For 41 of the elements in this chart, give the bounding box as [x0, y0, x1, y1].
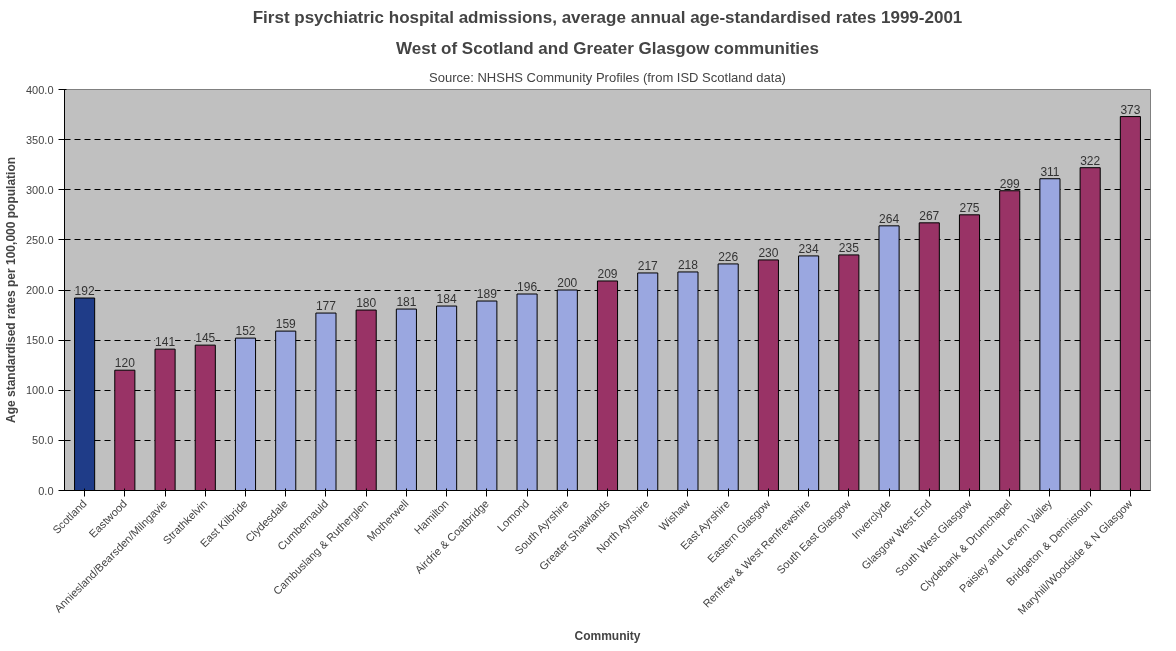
data-label: 226	[718, 249, 739, 264]
data-label: 275	[959, 200, 980, 215]
y-tick-label: 250.0	[25, 233, 54, 246]
y-tick-label: 50.0	[32, 434, 54, 447]
data-label: 181	[396, 295, 417, 310]
data-label: 311	[1040, 164, 1060, 179]
data-label: 230	[758, 245, 779, 260]
y-tick-label: 350.0	[25, 133, 54, 146]
data-label: 234	[798, 241, 819, 256]
data-label: 218	[677, 257, 699, 272]
data-label: 373	[1120, 102, 1141, 117]
data-label: 196	[517, 280, 538, 295]
data-label: 209	[597, 266, 618, 281]
data-label: 322	[1080, 153, 1101, 168]
data-label: 299	[999, 176, 1021, 191]
data-label: 152	[235, 324, 256, 339]
y-tick-label: 400.0	[25, 83, 54, 96]
data-label: 264	[879, 211, 900, 226]
data-label: 235	[838, 240, 860, 255]
y-tick-label: 0.0	[38, 484, 54, 497]
y-tick-label: 200.0	[25, 284, 54, 296]
source-note: Source: NHSHS Community Profiles (from ISD Scotland data)	[429, 69, 786, 85]
data-label: 200	[557, 276, 578, 290]
chart-title: First psychiatric hospital admissions, average annual age-standardised rates 1999-2001	[252, 7, 963, 27]
data-label: 145	[195, 331, 216, 346]
chart-subtitle: West of Scotland and Greater Glasgow communities	[396, 38, 819, 58]
data-label: 120	[114, 356, 136, 371]
data-label: 159	[275, 317, 297, 332]
data-label: 217	[637, 258, 659, 273]
y-tick-label: 300.0	[25, 183, 54, 196]
data-label: 180	[356, 296, 377, 311]
data-label: 177	[315, 299, 337, 314]
y-axis-title: Age standardised rates per 100,000 population	[3, 156, 18, 424]
data-label: 189	[476, 287, 498, 302]
data-label: 184	[436, 292, 457, 307]
data-label: 267	[919, 208, 940, 223]
x-axis-title: Community	[574, 628, 641, 643]
data-label: 192	[74, 284, 95, 299]
y-tick-label: 150.0	[25, 334, 54, 347]
y-tick-label: 100.0	[25, 384, 54, 397]
data-label: 141	[155, 335, 176, 350]
